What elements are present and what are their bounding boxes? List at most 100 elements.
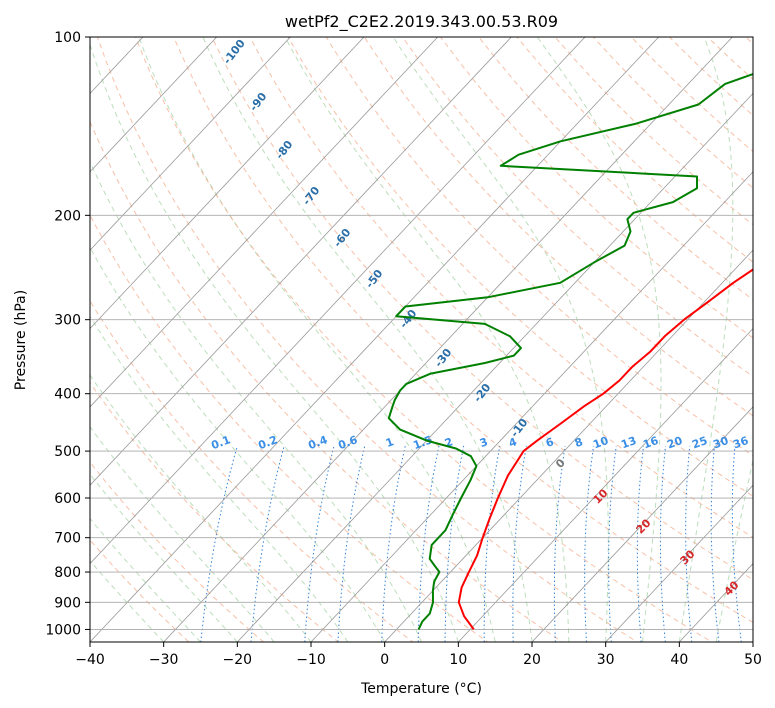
moist-adiabat-line: [536, 37, 662, 642]
dry-adiabat-line: [96, 37, 638, 642]
mixing-ratio-lines: [200, 445, 766, 654]
isotherm-line: [457, 327, 753, 642]
isotherm-line: [90, 37, 586, 565]
isobar-gridlines: [90, 37, 753, 630]
mixing-ratio-line: [200, 445, 238, 642]
mixing-ratio-line: [636, 445, 645, 642]
mixing-ratio-line: [337, 445, 366, 642]
moist-adiabat-line: [392, 37, 609, 642]
mixing-ratio-label: 36: [731, 434, 750, 452]
dry-adiabat-label: -90: [247, 90, 270, 114]
isotherm-line: [163, 37, 733, 642]
dry-adiabat-line: [668, 37, 753, 116]
mixing-ratio-line: [685, 445, 693, 642]
x-axis-label: Temperature (°C): [360, 681, 482, 697]
sounding-profiles: [387, 73, 753, 630]
isotherm-line: [90, 37, 365, 330]
mixing-ratio-label: 20: [665, 434, 684, 452]
dry-adiabat-label: -100: [221, 37, 248, 67]
y-tick-label: 900: [54, 595, 81, 611]
moist-adiabat-line: [284, 37, 570, 642]
mixing-ratio-label: 0.4: [306, 433, 329, 452]
mixing-ratio-line: [710, 445, 720, 642]
dry-adiabat-line: [90, 382, 340, 642]
dry-adiabat-label: -50: [363, 267, 386, 291]
x-tick-label: 50: [744, 652, 762, 668]
mixing-ratio-label: 6: [544, 435, 556, 450]
dry-adiabat-line: [401, 37, 753, 378]
background-line-labels: -100-90-80-70-60-50-40-30-20-100.1 0.2 0.4…: [209, 37, 750, 599]
isotherm-line: [90, 37, 218, 173]
dry-adiabat-line: [90, 213, 489, 642]
dry-adiabat-line: [478, 37, 753, 301]
mixing-ratio-line: [584, 445, 595, 642]
isotherm-line: [752, 641, 753, 642]
x-tick-label: 10: [449, 652, 467, 668]
dry-adiabat-line: [90, 300, 414, 642]
isotherm-line: [531, 406, 753, 642]
dry-adiabat-line: [90, 120, 564, 642]
moist-adiabat-line: [90, 246, 386, 642]
y-axis-label: Pressure (hPa): [13, 290, 29, 390]
mixing-ratio-line: [608, 445, 617, 642]
y-tick-label: 500: [54, 444, 81, 460]
moist-adiabat-line: [678, 37, 734, 642]
x-axis-ticks: −40 −30 −20 −10 0 10 20 30 40 50: [75, 642, 762, 668]
moist-adiabat-line: [90, 160, 422, 642]
x-tick-label: 20: [523, 652, 541, 668]
y-tick-label: 700: [54, 531, 81, 547]
mixing-ratio-label: 1.5: [411, 433, 434, 452]
moist-adiabat-line: [138, 37, 496, 642]
mixing-ratio-line: [444, 445, 465, 642]
y-tick-label: 100: [54, 30, 81, 46]
moist-adiabat-line: [90, 517, 201, 642]
x-tick-label: −40: [75, 652, 105, 668]
mixing-ratio-label: 30: [711, 434, 730, 452]
dewpoint-profile-line: [387, 73, 753, 630]
mixing-ratio-label: 1: [384, 435, 396, 450]
dry-adiabat-line: [249, 37, 753, 539]
plot-area: -100-90-80-70-60-50-40-30-20-100.1 0.2 0.4…: [90, 10, 775, 654]
x-tick-label: −20: [223, 652, 253, 668]
mixing-ratio-label: 16: [641, 434, 660, 452]
dry-adiabat-line: [173, 37, 753, 624]
y-axis-ticks: 100 200 300 400 500 600 700 800 900 1000: [45, 30, 90, 638]
dry-adiabat-line: [211, 37, 753, 581]
dry-adiabats: [90, 10, 775, 654]
mixing-ratio-label: 13: [619, 434, 638, 451]
mixing-ratio-label: 3: [478, 435, 490, 450]
dry-adiabat-line: [134, 37, 713, 642]
dry-adiabat-label: -80: [273, 138, 296, 162]
x-tick-label: −30: [149, 652, 179, 668]
y-tick-label: 400: [54, 387, 81, 403]
isotherm-line: [384, 249, 753, 642]
dry-adiabat-line: [554, 37, 753, 226]
y-tick-label: 800: [54, 565, 81, 581]
x-tick-label: 30: [597, 652, 615, 668]
mixing-ratio-line: [304, 445, 335, 642]
mixing-ratio-line: [754, 446, 766, 654]
dry-adiabat-line: [439, 37, 753, 339]
moist-adiabat-label: 20: [634, 516, 654, 536]
moist-adiabat-line: [202, 37, 533, 642]
mixing-ratio-label: 0.1: [209, 433, 232, 452]
dry-adiabat-line: [90, 539, 190, 642]
dry-adiabat-line: [287, 37, 753, 497]
isotherm-line: [605, 484, 753, 642]
moist-adiabat-line: [90, 559, 165, 642]
dry-adiabat-line: [755, 10, 775, 654]
moist-adiabat-line: [90, 315, 349, 642]
dry-adiabat-line: [90, 461, 265, 642]
moist-adiabat-label: 30: [678, 547, 698, 567]
y-tick-label: 1000: [45, 622, 81, 638]
mixing-ratio-label: 25: [690, 434, 709, 451]
x-tick-label: 0: [380, 652, 389, 668]
x-tick-label: 40: [670, 652, 688, 668]
chart-title: wetPf2_C2E2.2019.343.00.53.R09: [285, 12, 558, 32]
plot-frame: [89, 36, 754, 643]
moist-adiabats: [90, 37, 753, 642]
moist-adiabat-line: [90, 374, 312, 642]
x-tick-label: −10: [296, 652, 326, 668]
isotherm-line: [90, 37, 660, 642]
